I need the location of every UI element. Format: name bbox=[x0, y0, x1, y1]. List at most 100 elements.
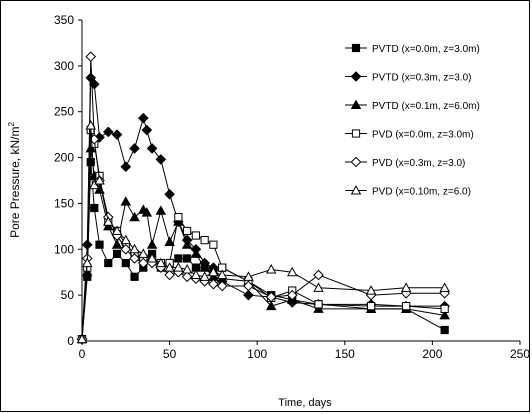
data-point bbox=[155, 205, 167, 215]
series-6 bbox=[76, 120, 450, 344]
legend-item: PVD (x=0.0m, z=3.0m) bbox=[345, 129, 474, 141]
data-point bbox=[138, 257, 149, 269]
series-line bbox=[81, 148, 445, 340]
data-point bbox=[216, 280, 228, 292]
x-tick-label: 200 bbox=[422, 347, 442, 361]
series-layer bbox=[76, 51, 450, 345]
data-point bbox=[190, 269, 202, 279]
data-point bbox=[155, 257, 167, 268]
data-point bbox=[181, 239, 193, 249]
data-point bbox=[402, 302, 411, 311]
data-point bbox=[112, 249, 122, 258]
data-point bbox=[129, 253, 140, 264]
data-point bbox=[111, 225, 123, 235]
legend-item: PVTD (x=0.0m, z=3.0m) bbox=[345, 43, 480, 55]
y-tick-label: 200 bbox=[54, 151, 74, 165]
data-point bbox=[141, 124, 153, 136]
data-point bbox=[181, 271, 193, 283]
data-point bbox=[89, 179, 100, 190]
data-point bbox=[243, 280, 254, 292]
y-tick-label: 150 bbox=[54, 196, 74, 210]
data-point bbox=[129, 243, 140, 254]
data-point bbox=[82, 257, 93, 268]
data-point bbox=[85, 120, 97, 130]
data-point bbox=[120, 161, 132, 173]
legend-marker bbox=[350, 99, 362, 110]
legend-item: PVTD (x=0.3m, z=3.0) bbox=[345, 71, 471, 84]
data-point bbox=[155, 154, 167, 165]
y-axis-label: Pore Pressure, kN/m2 bbox=[7, 122, 22, 238]
series-5 bbox=[76, 51, 450, 345]
legend-label: PVTD (x=0.1m, z=6.0m) bbox=[372, 101, 480, 112]
data-point bbox=[111, 239, 123, 249]
legend-label: PVD (x=0.3m, z=3.0) bbox=[372, 158, 465, 169]
axes bbox=[81, 20, 520, 342]
legend-label: PVTD (x=0.0m, z=3.0m) bbox=[372, 44, 480, 55]
data-point bbox=[146, 143, 158, 154]
data-point bbox=[209, 240, 218, 249]
data-point bbox=[181, 264, 193, 274]
data-point bbox=[265, 264, 277, 274]
x-tick-label: 50 bbox=[163, 347, 177, 361]
series-line bbox=[81, 125, 445, 340]
x-tick-label: 150 bbox=[335, 347, 355, 361]
data-point bbox=[199, 271, 210, 281]
data-point bbox=[146, 253, 158, 263]
legend-label: PVD (x=0.10m, z=6.0) bbox=[372, 187, 471, 198]
data-point bbox=[129, 211, 140, 222]
data-point bbox=[102, 126, 114, 138]
data-point bbox=[111, 129, 123, 140]
data-point bbox=[164, 188, 175, 200]
data-point bbox=[85, 51, 97, 62]
legend-label: PVD (x=0.0m, z=3.0m) bbox=[372, 130, 474, 141]
data-point bbox=[138, 248, 149, 258]
legend-item: PVD (x=0.3m, z=3.0) bbox=[345, 156, 465, 169]
legend-marker bbox=[351, 129, 361, 138]
data-point bbox=[95, 240, 104, 249]
data-point bbox=[103, 216, 114, 226]
y-tick-label: 100 bbox=[54, 242, 74, 256]
legend-marker bbox=[350, 71, 362, 82]
x-tick-label: 0 bbox=[79, 347, 86, 361]
data-point bbox=[164, 236, 175, 246]
data-point bbox=[94, 175, 105, 185]
legend-label: PVTD (x=0.3m, z=3.0) bbox=[372, 73, 471, 84]
data-point bbox=[313, 269, 324, 281]
data-point bbox=[439, 309, 450, 320]
data-point bbox=[129, 143, 140, 154]
data-point bbox=[174, 254, 183, 263]
data-point bbox=[183, 254, 192, 263]
data-point bbox=[313, 282, 324, 292]
legend: PVTD (x=0.0m, z=3.0m) PVTD (x=0.3m, z=3.0… bbox=[345, 43, 480, 198]
y-axis-label-main: Pore Pressure, kN/m bbox=[8, 127, 22, 238]
data-point bbox=[440, 304, 449, 313]
data-point bbox=[141, 207, 153, 217]
x-tick-label: 100 bbox=[247, 347, 267, 361]
y-tick-label: 0 bbox=[67, 334, 74, 348]
data-point bbox=[130, 272, 139, 281]
ticks: 0 50 100 150 200 250 0 50 100 150 200 250 300 350 bbox=[54, 13, 530, 361]
y-tick-label: 350 bbox=[54, 13, 74, 27]
data-point bbox=[286, 266, 298, 277]
data-point bbox=[366, 302, 376, 311]
x-axis-label: Time, days bbox=[278, 397, 332, 409]
data-point bbox=[121, 258, 130, 268]
data-point bbox=[164, 262, 175, 272]
data-point bbox=[120, 243, 132, 255]
y-tick-label: 50 bbox=[61, 288, 75, 302]
data-point bbox=[208, 278, 219, 290]
legend-marker bbox=[351, 43, 361, 53]
legend-item: PVTD (x=0.1m, z=6.0m) bbox=[345, 99, 480, 112]
legend-marker bbox=[350, 185, 362, 195]
data-point bbox=[400, 282, 412, 292]
data-point bbox=[173, 262, 184, 272]
data-point bbox=[440, 325, 449, 335]
y-tick-label: 300 bbox=[54, 59, 74, 73]
data-point bbox=[265, 300, 277, 311]
data-point bbox=[243, 289, 254, 301]
data-point bbox=[314, 300, 323, 309]
data-point bbox=[90, 203, 99, 213]
x-tick-label: 250 bbox=[510, 347, 530, 361]
